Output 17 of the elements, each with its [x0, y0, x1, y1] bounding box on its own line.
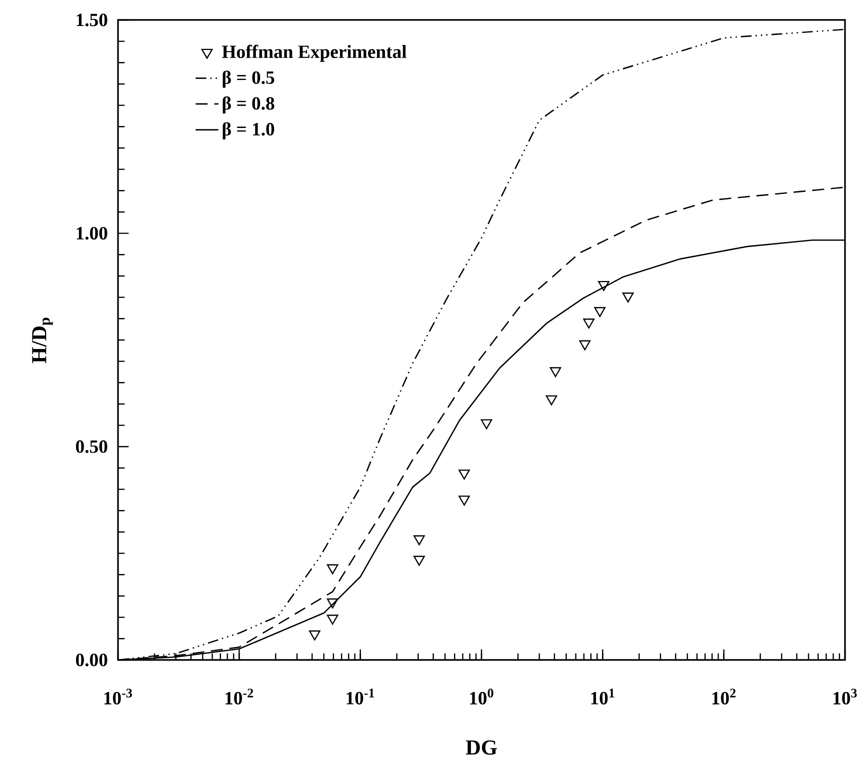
x-tick-label: 10$^{3}$	[834, 688, 857, 704]
x-tick-label: 10$^{-3}$	[104, 688, 132, 704]
y-tick-label: 0.50	[76, 440, 108, 453]
y-tick-label: 1.00	[76, 226, 108, 240]
legend-label: Hoffman Experimental	[222, 44, 406, 62]
x-tick-label: 10$^{-1}$	[346, 688, 374, 704]
x-tick-label: 10$^{2}$	[712, 688, 736, 704]
x-tick-label: 10$^{1}$	[591, 688, 614, 704]
x-axis-title: DG	[466, 740, 497, 755]
legend-label: β = 0.8	[222, 96, 274, 114]
y-axis-title: H/D$_{p}$	[32, 318, 53, 364]
y-tick-label: 0.00	[76, 654, 108, 666]
y-tick-label: 1.50	[76, 14, 108, 26]
x-tick-label: 10$^{0}$	[470, 688, 494, 705]
legend-label: β = 1.0	[222, 122, 274, 140]
x-tick-label: 10$^{-2}$	[226, 688, 254, 704]
legend-label: β = 0.5	[222, 70, 274, 88]
